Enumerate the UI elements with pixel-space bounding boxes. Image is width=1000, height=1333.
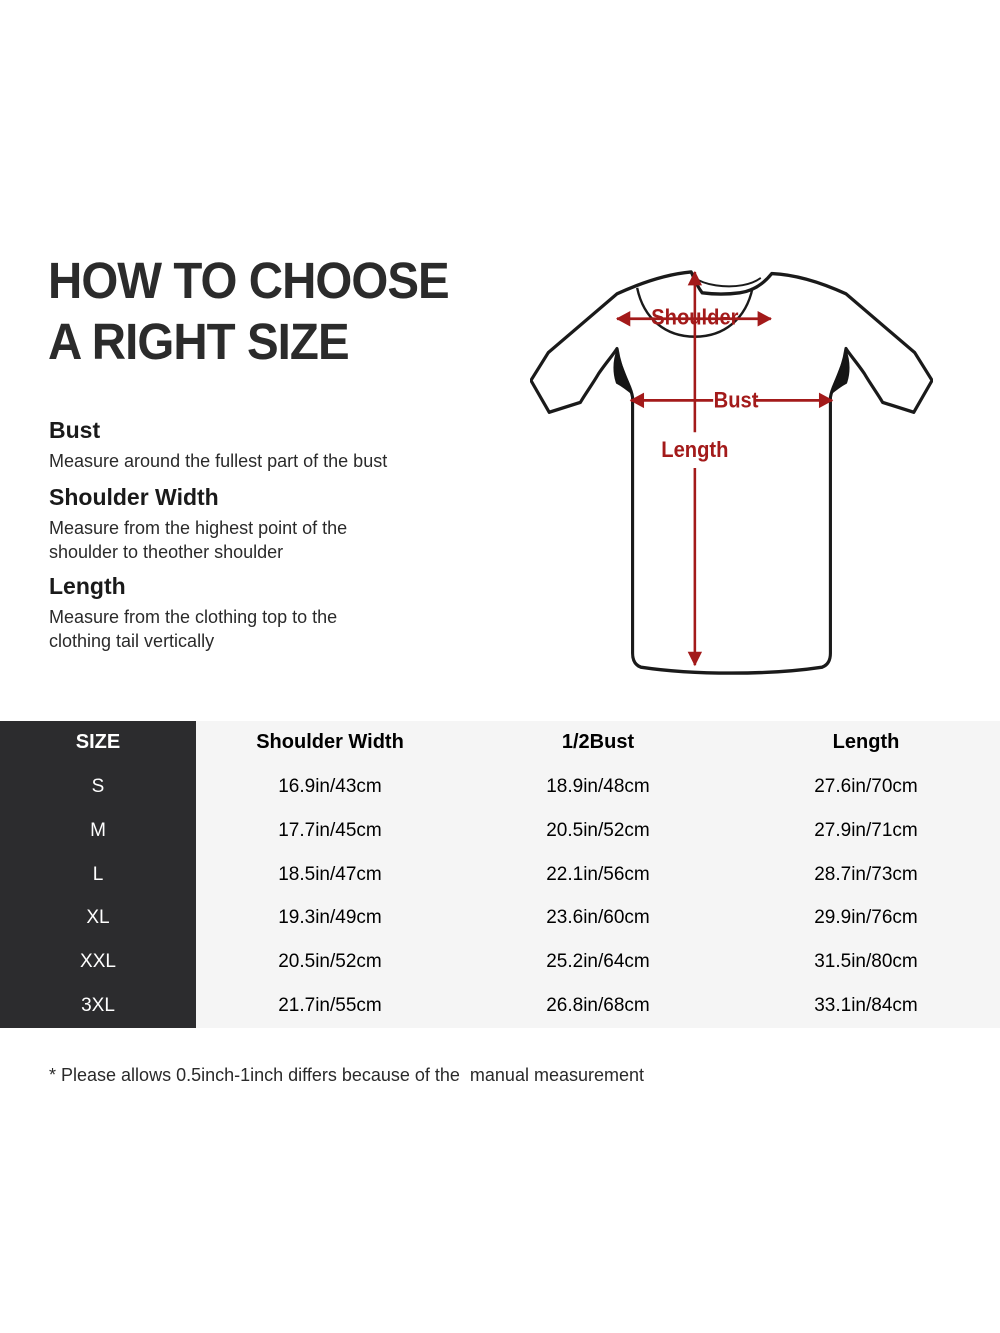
svg-text:Shoulder: Shoulder	[651, 306, 738, 330]
svg-text:Bust: Bust	[714, 389, 759, 413]
svg-text:Length: Length	[661, 438, 728, 462]
